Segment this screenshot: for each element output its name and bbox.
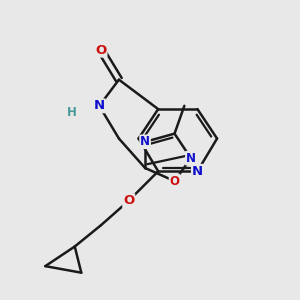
Text: O: O xyxy=(95,44,106,57)
Text: O: O xyxy=(169,175,179,188)
Text: H: H xyxy=(67,106,76,119)
Text: O: O xyxy=(123,194,134,207)
Text: N: N xyxy=(94,99,105,112)
Text: N: N xyxy=(192,165,203,178)
Text: N: N xyxy=(186,152,196,165)
Text: N: N xyxy=(140,135,150,148)
